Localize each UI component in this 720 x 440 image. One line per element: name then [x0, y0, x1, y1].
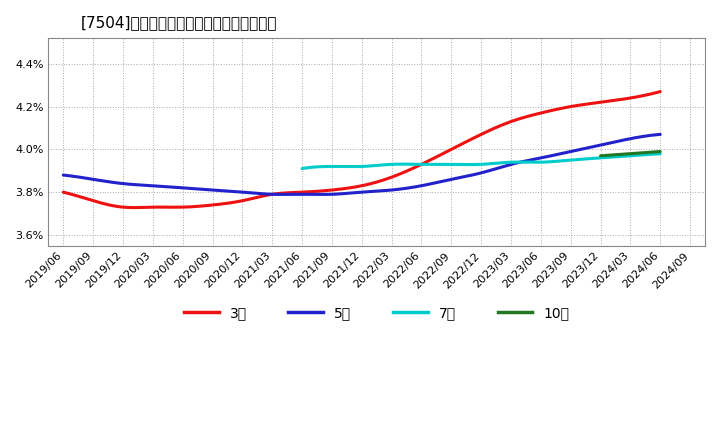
- 7年: [511, 159, 520, 165]
- 7年: [492, 161, 500, 166]
- 5年: [347, 191, 356, 196]
- 5年: [415, 183, 424, 189]
- 5年: [643, 133, 652, 139]
- 5年: [549, 153, 558, 158]
- 5年: [318, 192, 326, 197]
- 7年: [470, 162, 479, 167]
- 7年: [656, 151, 665, 156]
- Text: [7504]　経常利益マージンの平均値の推移: [7504] 経常利益マージンの平均値の推移: [81, 15, 278, 30]
- 7年: [591, 156, 600, 161]
- 7年: [647, 152, 656, 157]
- Line: 5年: 5年: [63, 134, 660, 194]
- 3年: [383, 176, 392, 181]
- 10年: [656, 149, 665, 154]
- 3年: [415, 162, 424, 168]
- 10年: [596, 153, 605, 158]
- 5年: [343, 191, 352, 196]
- Line: 3年: 3年: [63, 92, 660, 208]
- Line: 10年: 10年: [600, 151, 660, 156]
- 3年: [656, 89, 665, 94]
- 5年: [656, 132, 665, 137]
- 5年: [383, 188, 392, 193]
- 10年: [626, 151, 635, 156]
- 3年: [347, 185, 356, 190]
- Line: 7年: 7年: [302, 154, 660, 169]
- Legend: 3年, 5年, 7年, 10年: 3年, 5年, 7年, 10年: [179, 301, 575, 326]
- 7年: [298, 166, 307, 171]
- 3年: [549, 107, 558, 113]
- 5年: [59, 172, 68, 178]
- 3年: [59, 190, 68, 195]
- 7年: [468, 162, 477, 167]
- 3年: [643, 92, 652, 97]
- 3年: [343, 186, 352, 191]
- 3年: [130, 205, 138, 210]
